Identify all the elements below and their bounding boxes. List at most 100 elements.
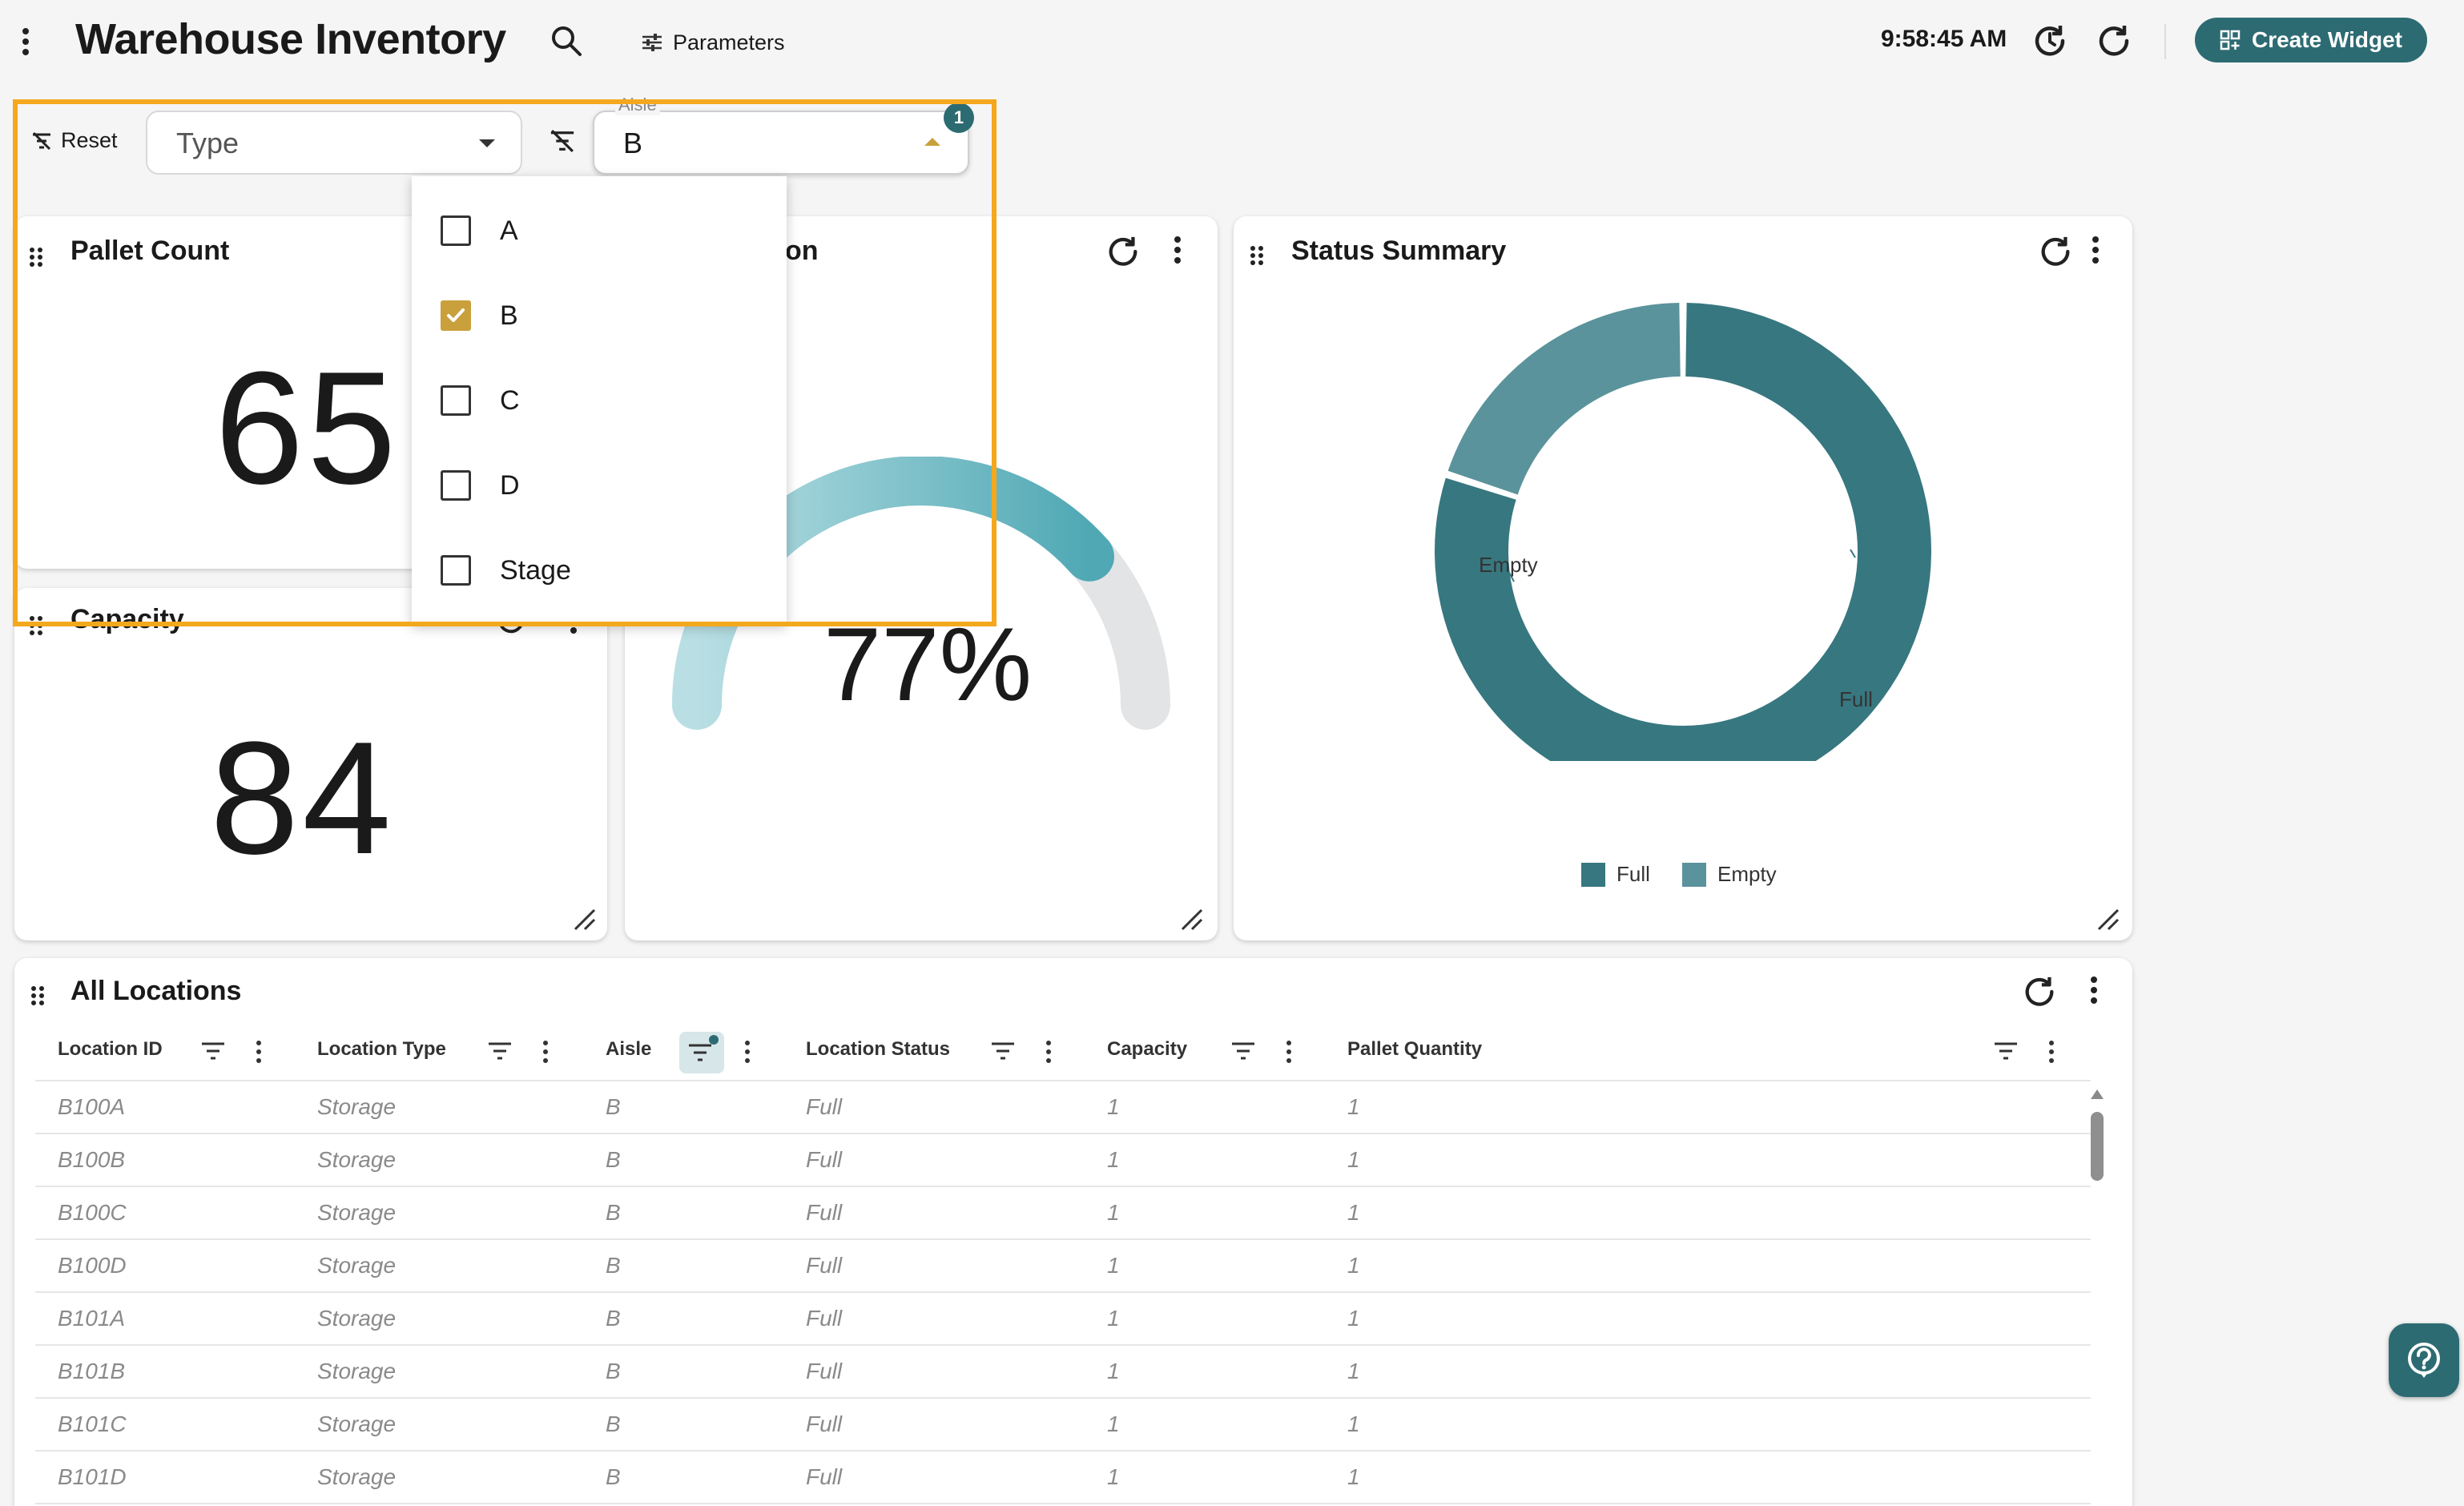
- sliders-icon: [641, 33, 663, 52]
- parameters-button[interactable]: Parameters: [641, 24, 785, 61]
- create-widget-button[interactable]: Create Widget: [2195, 18, 2427, 62]
- clear-type-filter-icon[interactable]: [548, 127, 577, 155]
- checkbox-unchecked-icon[interactable]: [441, 215, 471, 246]
- drag-handle-icon[interactable]: [1250, 245, 1264, 266]
- legend-label-full: Full: [1616, 862, 1650, 886]
- page-title: Warehouse Inventory: [75, 15, 506, 63]
- resize-handle-icon[interactable]: [2096, 907, 2120, 931]
- column-menu-icon[interactable]: [255, 1040, 263, 1064]
- capacity-value: 84: [210, 709, 395, 888]
- legend-item-empty[interactable]: Empty: [1682, 862, 1777, 887]
- filter-bar: Reset Type Aisle B 1: [14, 95, 995, 179]
- table-cell: Full: [806, 1464, 843, 1489]
- table-scrollbar-thumb[interactable]: [2091, 1112, 2104, 1181]
- table-row[interactable]: B101D Storage B Full 1 1: [35, 1452, 2091, 1504]
- type-select-placeholder: Type: [176, 127, 240, 159]
- column-menu-icon[interactable]: [542, 1040, 550, 1064]
- column-filter-icon[interactable]: [200, 1041, 226, 1061]
- column-filter-icon[interactable]: [487, 1041, 513, 1061]
- table-cell: 1: [1347, 1411, 1360, 1436]
- more-options-icon[interactable]: [2089, 976, 2099, 1005]
- column-header-location-id[interactable]: Location ID: [58, 1038, 163, 1060]
- column-menu-icon[interactable]: [2047, 1040, 2055, 1064]
- option-label: C: [500, 385, 520, 416]
- table-cell: 1: [1347, 1359, 1360, 1383]
- more-options-icon[interactable]: [1173, 236, 1182, 264]
- checkbox-unchecked-icon[interactable]: [441, 555, 471, 586]
- legend-item-full[interactable]: Full: [1581, 862, 1650, 887]
- search-icon[interactable]: [550, 24, 583, 58]
- column-menu-icon[interactable]: [1045, 1040, 1053, 1064]
- table-cell: 1: [1107, 1147, 1120, 1172]
- type-select[interactable]: Type: [146, 111, 522, 175]
- table-cell: B: [606, 1411, 621, 1436]
- refresh-icon[interactable]: [2096, 22, 2132, 59]
- slice-label-empty: Empty: [1479, 553, 1538, 577]
- table-row[interactable]: B100B Storage B Full 1 1: [35, 1134, 2091, 1187]
- table-row[interactable]: B101B Storage B Full 1 1: [35, 1346, 2091, 1399]
- column-header-capacity[interactable]: Capacity: [1107, 1038, 1188, 1060]
- aisle-option-stage[interactable]: Stage: [441, 538, 777, 602]
- checkbox-checked-icon[interactable]: [441, 300, 471, 331]
- table-cell: B100D: [58, 1253, 127, 1278]
- scroll-up-arrow-icon[interactable]: [2089, 1088, 2105, 1101]
- checkbox-unchecked-icon[interactable]: [441, 385, 471, 416]
- aisle-option-c[interactable]: C: [441, 368, 777, 433]
- table-row[interactable]: B100A Storage B Full 1 1: [35, 1081, 2091, 1134]
- legend-label-empty: Empty: [1717, 862, 1777, 886]
- aisle-option-b[interactable]: B: [441, 284, 777, 348]
- drag-handle-icon[interactable]: [30, 985, 45, 1006]
- table-row[interactable]: B100D Storage B Full 1 1: [35, 1240, 2091, 1293]
- aisle-select[interactable]: Aisle B: [593, 95, 969, 175]
- table-cell: B: [606, 1147, 621, 1172]
- table-cell: Storage: [317, 1411, 397, 1436]
- status-donut-chart: Empty Full: [1435, 303, 1932, 761]
- option-label: A: [500, 215, 518, 246]
- drag-handle-icon[interactable]: [29, 247, 43, 268]
- column-header-location-type[interactable]: Location Type: [317, 1038, 446, 1060]
- table-row[interactable]: B101A Storage B Full 1 1: [35, 1293, 2091, 1346]
- table-row[interactable]: B100C Storage B Full 1 1: [35, 1187, 2091, 1240]
- column-menu-icon[interactable]: [1285, 1040, 1293, 1064]
- column-header-pallet-quantity[interactable]: Pallet Quantity: [1347, 1038, 1483, 1060]
- aisle-option-d[interactable]: D: [441, 453, 777, 517]
- table-cell: B: [606, 1200, 621, 1225]
- donut-slice-empty[interactable]: [1447, 303, 1681, 495]
- column-filter-icon[interactable]: [990, 1041, 1016, 1061]
- column-header-location-status[interactable]: Location Status: [806, 1038, 951, 1060]
- checkbox-unchecked-icon[interactable]: [441, 470, 471, 501]
- table-cell: B100B: [58, 1147, 126, 1172]
- history-refresh-icon[interactable]: [2031, 22, 2068, 59]
- column-filter-icon[interactable]: [1993, 1041, 2019, 1061]
- aisle-option-a[interactable]: A: [441, 199, 777, 263]
- refresh-icon[interactable]: [1105, 234, 1141, 269]
- more-options-icon[interactable]: [2091, 236, 2100, 264]
- table-cell: B101B: [58, 1359, 126, 1383]
- option-label: B: [500, 300, 518, 331]
- table-cell: 1: [1107, 1359, 1120, 1383]
- reset-filters-button[interactable]: Reset: [30, 128, 118, 153]
- refresh-icon[interactable]: [2038, 234, 2073, 269]
- column-header-aisle[interactable]: Aisle: [606, 1038, 652, 1060]
- resize-handle-icon[interactable]: [1179, 907, 1203, 931]
- utilization-value: 77%: [823, 606, 1033, 723]
- resize-handle-icon[interactable]: [572, 907, 596, 931]
- table-cell: B: [606, 1359, 621, 1383]
- table-cell: 1: [1107, 1411, 1120, 1436]
- app-menu-icon[interactable]: [21, 27, 30, 56]
- drag-handle-icon[interactable]: [29, 615, 43, 636]
- table-row[interactable]: B101C Storage B Full 1 1: [35, 1399, 2091, 1452]
- table-cell: Full: [806, 1253, 843, 1278]
- table-cell: B100A: [58, 1094, 126, 1119]
- column-filter-icon[interactable]: [1230, 1041, 1256, 1061]
- table-cell: Storage: [317, 1200, 397, 1225]
- help-button[interactable]: [2389, 1323, 2459, 1397]
- active-filter-count-badge: 1: [944, 103, 974, 133]
- table-cell: Storage: [317, 1464, 397, 1489]
- donut-slice-full[interactable]: [1435, 303, 1932, 761]
- chevron-down-icon: [477, 138, 497, 149]
- column-menu-icon[interactable]: [743, 1040, 751, 1064]
- active-column-filter-icon[interactable]: [679, 1032, 724, 1073]
- table-cell: 1: [1107, 1306, 1120, 1331]
- refresh-icon[interactable]: [2022, 974, 2057, 1009]
